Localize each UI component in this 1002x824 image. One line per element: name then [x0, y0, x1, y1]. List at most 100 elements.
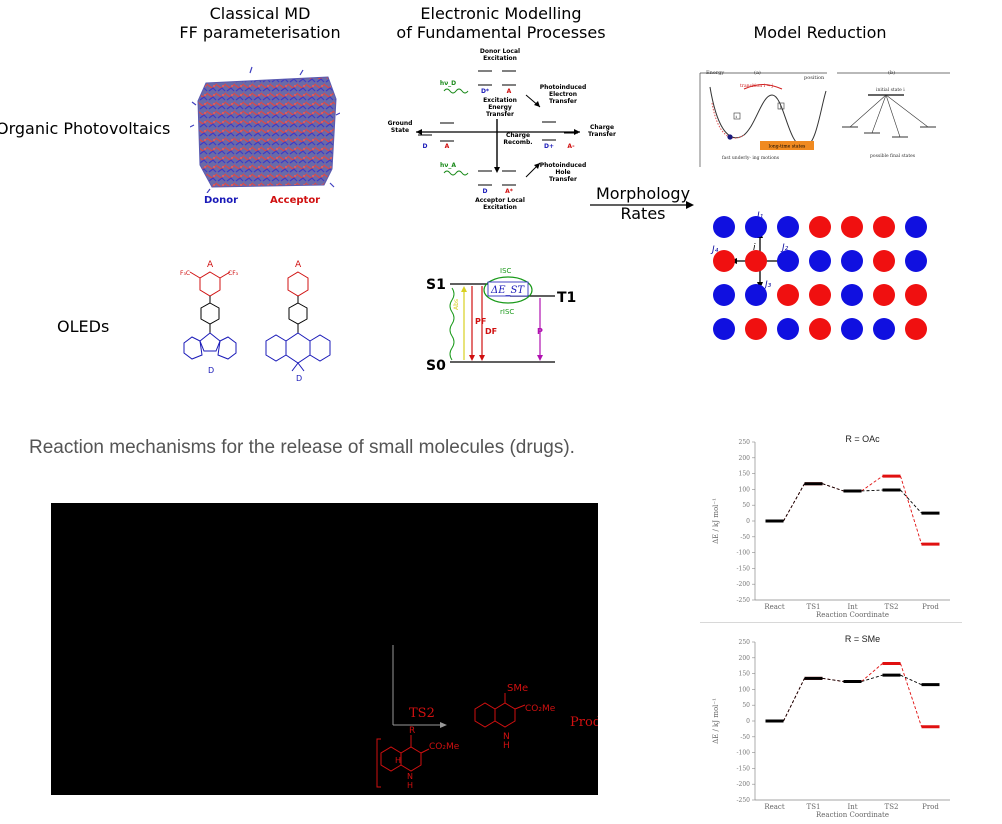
opv-a-label-2: A: [445, 143, 450, 150]
p-label: P: [537, 327, 543, 336]
row-label-opv: Organic Photovoltaics: [0, 119, 171, 138]
chart-connector: [861, 489, 883, 492]
chart-x-tick-label: TS1: [807, 603, 821, 611]
chart-connector: [861, 475, 883, 492]
chart-x-tick-label: React: [764, 603, 785, 611]
mol2-d-label: D: [296, 374, 302, 383]
chart-y-tick-label: -250: [737, 597, 751, 604]
chart-y-tick-label: -100: [737, 750, 751, 757]
reaction-mechanisms-caption: Reaction mechanisms for the release of s…: [29, 437, 575, 458]
lattice-site-blue: [713, 318, 735, 340]
lattice-site-blue: [745, 216, 767, 238]
abs-label: Abs: [453, 299, 460, 310]
lattice-site-red: [905, 284, 927, 306]
lattice-site-red: [713, 250, 735, 272]
opv-d-label-2: D: [483, 188, 488, 195]
df-label: DF: [485, 327, 497, 336]
chart-y-tick-label: 150: [739, 471, 751, 478]
chart-y-tick-label: 250: [739, 439, 751, 446]
opv-charge-transfer-2: Transfer: [588, 131, 616, 138]
morphology-label: Morphology: [595, 184, 691, 203]
energy-profile-chart-sme: 250 200 150 100 50 0 -50 -100 -150 -200 -250 React T…: [700, 630, 962, 820]
opv-pet-3: Transfer: [549, 98, 577, 105]
chart-x-tick-label: React: [764, 803, 785, 811]
lattice-site-red: [809, 318, 831, 340]
fast-motions-label: fast underly- ing motions: [722, 155, 780, 161]
opv-acceptor-local-excitation-1: Acceptor Local: [475, 197, 525, 204]
lattice-site-red: [841, 216, 863, 238]
lattice-site-red: [745, 318, 767, 340]
opv-hva-label: hν_A: [440, 162, 456, 169]
energy-axis-label: Energy: [706, 70, 724, 76]
opv-eet-3: Transfer: [486, 111, 514, 118]
opv-acceptor-local-excitation-2: Excitation: [483, 204, 517, 211]
chart-connector: [900, 663, 922, 727]
chart-connector: [861, 674, 883, 682]
md-label-acceptor: Acceptor: [270, 195, 321, 206]
lattice-j4-label: J₄: [710, 245, 719, 255]
lattice-site-blue: [745, 284, 767, 306]
possible-final-states-label: possible final states: [870, 153, 916, 159]
chart-title: R = SMe: [845, 634, 880, 644]
energy-profile-chart-sme-svg: 250 200 150 100 50 0 -50 -100 -150 -200 -250 React T…: [712, 634, 950, 819]
lattice-site-red: [905, 318, 927, 340]
opv-pet-1: Photoinduced: [540, 84, 587, 91]
lattice-site-blue: [713, 284, 735, 306]
mol1-a-label: A: [207, 260, 214, 270]
panel-a-label: (a): [754, 69, 761, 76]
opv-pht-1: Photoinduced: [540, 162, 587, 169]
lattice-site-red: [873, 250, 895, 272]
lattice-site-blue: [841, 284, 863, 306]
chart-y-tick-label: -50: [740, 734, 750, 741]
md-snapshot-image: [190, 66, 340, 193]
chart-x-axis-label: Reaction Coordinate: [816, 811, 889, 819]
chart-y-axis-label: ΔE / kJ mol⁻¹: [712, 698, 720, 744]
position-axis-label: position: [804, 75, 825, 81]
opv-eet-1: Excitation: [483, 97, 517, 104]
md-label-donor: Donor: [204, 195, 239, 206]
header-model-reduction: Model Reduction: [753, 23, 887, 42]
chart-y-tick-label: 100: [739, 686, 751, 693]
reaction-mechanism-animation-panel[interactable]: TS2 SMe CO₂Me N H Prod R CO₂Me H N H: [51, 503, 598, 795]
opv-donor-local-excitation-1: Donor Local: [480, 48, 520, 55]
ts2-label: TS2: [409, 706, 435, 721]
state-i-label: i: [736, 114, 738, 119]
mol1-f3c-label: F₃C: [180, 270, 190, 277]
energy-profile-chart-oac: 250 200 150 100 50 0 -50 -100 -150 -200 -250 React T…: [700, 430, 962, 623]
chart-y-tick-label: 0: [746, 718, 750, 725]
lattice-site-blue: [841, 250, 863, 272]
chart-connector: [900, 674, 922, 686]
lattice-site-blue: [905, 216, 927, 238]
lattice-site-blue: [777, 216, 799, 238]
chart-connector: [822, 483, 844, 492]
chart-connector: [783, 678, 805, 722]
chart-y-tick-label: 250: [739, 639, 751, 646]
pf-label: PF: [475, 317, 486, 326]
chart-x-tick-label: Prod: [922, 803, 939, 811]
long-time-states-label: long-time states: [769, 144, 806, 150]
lattice-site-blue: [713, 216, 735, 238]
state-j-label: j: [779, 104, 781, 109]
chart-y-axis-label: ΔE / kJ mol⁻¹: [712, 498, 720, 544]
chart-y-tick-label: -250: [737, 797, 751, 804]
header-classical-md-line2: FF parameterisation: [179, 23, 341, 42]
lattice-j2-label: J₂: [780, 243, 789, 253]
opv-pht-2: Hole: [555, 169, 570, 176]
chart-x-tick-label: TS2: [885, 603, 899, 611]
lattice-site-blue: [777, 250, 799, 272]
lattice-site-blue: [905, 250, 927, 272]
opv-pet-2: Electron: [549, 91, 577, 98]
chart-y-tick-label: -100: [737, 550, 751, 557]
lattice-j1-label: J₁: [755, 211, 764, 221]
chart-x-tick-label: TS2: [885, 803, 899, 811]
n-label-bottom: N: [407, 772, 413, 781]
opv-d-label: D: [423, 143, 428, 150]
mol1-cf3-label: CF₃: [228, 270, 239, 277]
sme-label: SMe: [507, 683, 528, 694]
chart-y-tick-label: 50: [742, 502, 750, 509]
h-label-bottom: H: [407, 781, 413, 790]
lattice-site-red: [745, 250, 767, 272]
chart-connector: [900, 475, 922, 545]
header-classical-md: Classical MD FF parameterisation: [165, 4, 355, 42]
header-electronic-modelling: Electronic Modelling of Fundamental Proc…: [380, 4, 622, 42]
